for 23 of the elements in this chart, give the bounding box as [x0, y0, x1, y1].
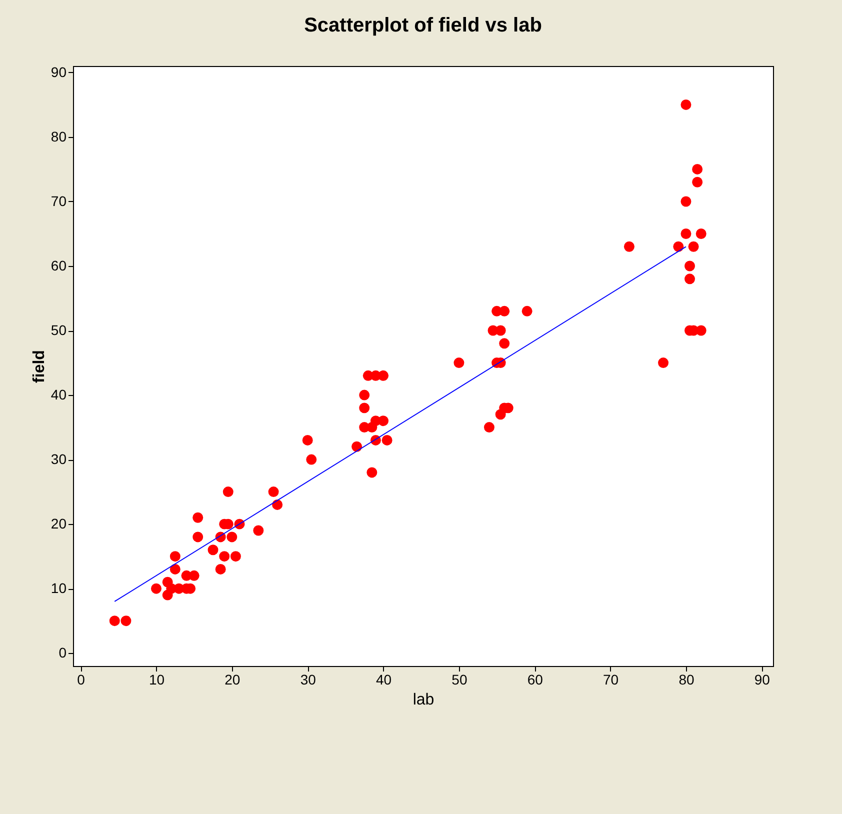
y-tick-label: 20: [50, 516, 67, 532]
x-tick-label: 70: [603, 672, 619, 688]
x-tick-label: 60: [527, 672, 544, 688]
x-tick-label: 20: [224, 672, 240, 688]
x-tick-label: 10: [148, 672, 165, 688]
y-tick-label: 30: [50, 451, 67, 468]
x-tick-label: 80: [678, 672, 694, 688]
x-tick-label: 0: [77, 672, 86, 688]
y-tick-label: 40: [50, 386, 67, 403]
x-tick-label: 30: [300, 672, 316, 688]
y-tick-label: 60: [50, 258, 67, 274]
y-axis-title: field: [30, 350, 48, 383]
y-tick-label: 10: [50, 580, 67, 596]
y-tick-label: 70: [50, 192, 67, 209]
y-tick-label: 0: [58, 644, 67, 661]
x-axis-title: lab: [412, 692, 434, 708]
x-tick-label: 40: [376, 672, 392, 688]
y-tick-label: 90: [50, 64, 67, 80]
y-tick-label: 80: [50, 128, 67, 144]
x-tick-label: 50: [452, 672, 468, 688]
x-tick-label: 90: [754, 672, 770, 688]
chart-title: Scatterplot of field vs lab: [304, 14, 542, 36]
y-tick-label: 50: [50, 322, 67, 338]
